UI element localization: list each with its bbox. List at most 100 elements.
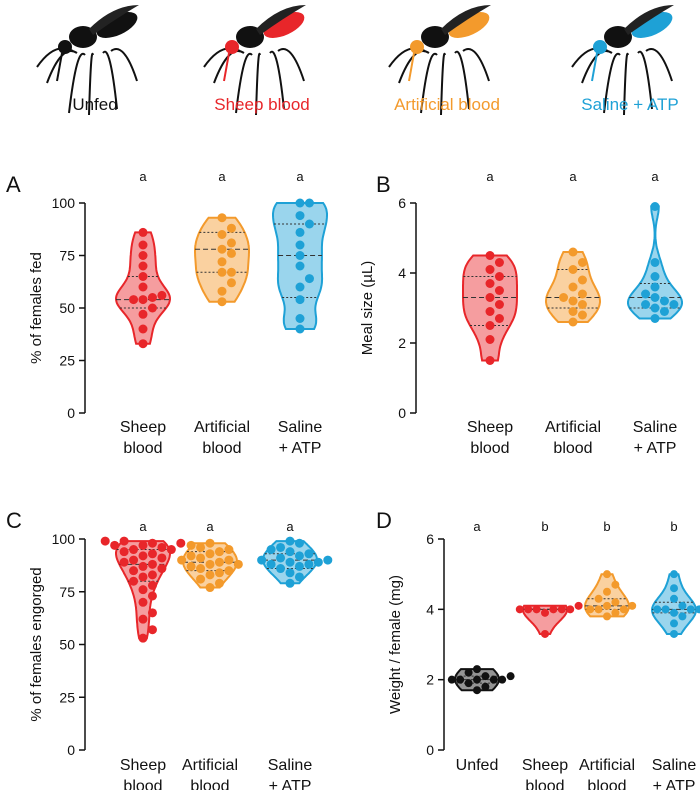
data-point xyxy=(295,251,305,260)
panel-letter: B xyxy=(376,172,391,197)
mosquito-icon xyxy=(36,5,139,116)
data-point xyxy=(485,293,495,302)
data-point xyxy=(295,295,305,305)
data-point xyxy=(157,290,167,300)
data-point xyxy=(294,538,304,548)
data-point xyxy=(678,612,687,621)
data-point xyxy=(650,272,660,281)
data-point xyxy=(196,542,206,552)
data-point xyxy=(670,584,678,593)
data-point xyxy=(515,605,524,614)
data-point xyxy=(257,555,267,565)
data-point xyxy=(295,227,305,237)
data-point xyxy=(603,587,611,596)
data-point xyxy=(276,553,286,563)
data-point xyxy=(138,227,148,237)
data-point xyxy=(100,536,110,546)
data-point xyxy=(176,538,186,548)
data-point xyxy=(285,536,295,546)
data-point xyxy=(473,686,481,695)
data-point xyxy=(138,251,148,260)
data-point xyxy=(494,286,504,295)
data-point xyxy=(147,538,157,548)
data-point xyxy=(566,605,575,614)
mosquito-icon xyxy=(571,5,674,116)
data-point xyxy=(214,557,224,567)
data-point xyxy=(166,545,176,555)
data-point xyxy=(205,583,215,593)
data-point xyxy=(568,247,578,257)
data-point xyxy=(110,540,120,550)
data-point xyxy=(670,629,678,638)
y-tick-label: 25 xyxy=(59,689,75,705)
mosquito-icon xyxy=(388,5,491,116)
x-tick-label: blood xyxy=(553,440,592,457)
data-point xyxy=(473,665,481,674)
significance-letter: b xyxy=(541,519,548,534)
data-point xyxy=(147,559,157,569)
data-point xyxy=(177,555,187,565)
data-point xyxy=(464,668,473,677)
data-point xyxy=(196,564,206,574)
data-point xyxy=(285,557,295,567)
data-point xyxy=(577,289,587,299)
x-tick-label: + ATP xyxy=(269,778,312,790)
data-point xyxy=(506,672,515,681)
data-point xyxy=(276,564,286,574)
data-point xyxy=(603,570,611,579)
data-point xyxy=(138,295,148,305)
data-point xyxy=(217,213,227,223)
data-point xyxy=(129,576,139,586)
data-point xyxy=(266,559,276,569)
data-point xyxy=(494,314,504,323)
data-point xyxy=(619,605,628,614)
data-point xyxy=(650,314,660,323)
y-tick-label: 0 xyxy=(398,405,406,421)
data-point xyxy=(473,675,481,684)
data-point xyxy=(138,597,148,607)
data-point xyxy=(129,555,139,565)
data-point xyxy=(138,261,148,271)
data-point xyxy=(138,272,148,281)
data-point xyxy=(147,303,157,313)
x-tick-label: + ATP xyxy=(634,440,677,457)
data-point xyxy=(214,547,224,557)
data-point xyxy=(205,559,215,569)
data-point xyxy=(485,279,495,288)
data-point xyxy=(276,542,286,552)
data-point xyxy=(226,267,236,277)
data-point xyxy=(138,324,148,334)
data-point xyxy=(447,675,456,684)
data-point xyxy=(628,601,637,610)
data-point xyxy=(217,286,227,296)
data-point xyxy=(186,540,196,550)
data-point xyxy=(323,555,333,565)
significance-letter: a xyxy=(569,169,577,184)
data-point xyxy=(205,538,215,548)
x-tick-label: Sheep xyxy=(120,419,166,436)
y-tick-label: 75 xyxy=(59,584,75,600)
header-label: Artificial blood xyxy=(394,95,500,114)
header-label: Unfed xyxy=(72,95,117,114)
y-tick-label: 2 xyxy=(426,672,434,688)
data-point xyxy=(138,282,148,292)
data-point xyxy=(295,282,305,292)
panel-letter: A xyxy=(6,172,21,197)
data-point xyxy=(485,356,495,365)
data-point xyxy=(678,601,687,610)
significance-letter: b xyxy=(603,519,610,534)
data-point xyxy=(485,335,495,344)
data-point xyxy=(138,309,148,319)
data-point xyxy=(138,585,148,595)
data-point xyxy=(224,555,234,565)
data-point xyxy=(129,545,139,555)
data-point xyxy=(157,564,167,574)
x-tick-label: Artificial xyxy=(182,757,238,774)
significance-letter: a xyxy=(651,169,659,184)
data-point xyxy=(186,561,196,571)
y-tick-label: 0 xyxy=(67,742,75,758)
x-tick-label: blood xyxy=(470,440,509,457)
significance-letter: a xyxy=(286,519,294,534)
significance-letter: b xyxy=(670,519,677,534)
data-point xyxy=(138,633,148,643)
